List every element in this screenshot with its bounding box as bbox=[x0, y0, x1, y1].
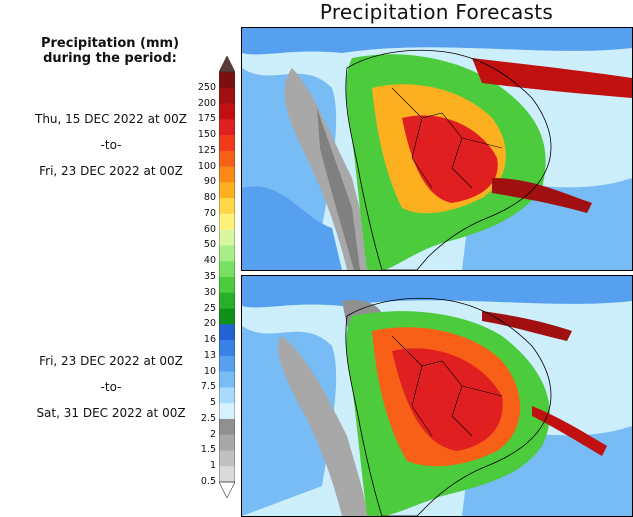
colorbar-tick-label: 13 bbox=[203, 349, 216, 361]
period-2-start: Fri, 23 DEC 2022 at 00Z bbox=[39, 354, 183, 368]
colorbar-tick-label: 1 bbox=[209, 460, 216, 472]
colorbar-tick-label: 16 bbox=[203, 334, 216, 346]
north-rain-band bbox=[242, 276, 632, 308]
country-borders bbox=[391, 87, 503, 189]
colorbar-swatch bbox=[219, 229, 235, 246]
colorbar-tick-label: 250 bbox=[197, 81, 216, 93]
colorbar-tick-label: 1.5 bbox=[200, 444, 216, 456]
continent-outline bbox=[345, 49, 552, 270]
colorbar-swatch bbox=[219, 371, 235, 388]
colorbar-tick-label: 90 bbox=[203, 176, 216, 188]
colorbar-tick-label: 2.5 bbox=[200, 412, 216, 424]
legend-heading: Precipitation (mm) during the period: bbox=[20, 36, 200, 66]
period-1-end: Fri, 23 DEC 2022 at 00Z bbox=[39, 164, 183, 178]
colorbar-swatch bbox=[219, 277, 235, 294]
period-2-end: Sat, 31 DEC 2022 at 00Z bbox=[36, 406, 186, 420]
colorbar-tick-label: 125 bbox=[197, 144, 216, 156]
continent-outline bbox=[345, 297, 552, 516]
period-1-start: Thu, 15 DEC 2022 at 00Z bbox=[35, 112, 187, 126]
colorbar-swatch bbox=[219, 403, 235, 420]
forecast-map-period-2 bbox=[241, 275, 633, 517]
colorbar-swatch bbox=[219, 324, 235, 341]
colorbar-swatch bbox=[219, 450, 235, 467]
colorbar-tick-label: 35 bbox=[203, 271, 216, 282]
colorbar-swatch bbox=[219, 135, 235, 152]
period-1-separator: -to- bbox=[100, 138, 122, 152]
colorbar-tick-label: 40 bbox=[203, 255, 216, 267]
colorbar-tick-label: 100 bbox=[197, 160, 216, 172]
colorbar-swatch bbox=[219, 213, 235, 230]
colorbar-tick-label: 50 bbox=[203, 239, 216, 251]
colorbar-swatch bbox=[219, 198, 235, 215]
colorbar-tick-label: 20 bbox=[203, 318, 216, 330]
precipitation-colorbar bbox=[219, 56, 235, 498]
sacz-heavy-rain bbox=[532, 406, 607, 456]
colorbar-tick-label: 80 bbox=[203, 192, 216, 204]
colorbar-swatch bbox=[219, 418, 235, 435]
colorbar-swatch bbox=[219, 87, 235, 104]
colorbar-swatch bbox=[219, 150, 235, 167]
colorbar-swatch bbox=[219, 245, 235, 262]
colorbar-tick-label: 25 bbox=[203, 302, 216, 314]
period-2-label: Fri, 23 DEC 2022 at 00Z -to- Sat, 31 DEC… bbox=[0, 354, 222, 432]
colorbar-tick-label: 2 bbox=[209, 428, 216, 440]
pacific-rain-south bbox=[242, 186, 342, 270]
colorbar-swatch bbox=[219, 466, 235, 483]
north-rain-band bbox=[242, 28, 632, 55]
colorbar-tick-label: 150 bbox=[197, 129, 216, 141]
colorbar-tick-label: 5 bbox=[209, 397, 216, 409]
northeast-heavy-rain bbox=[482, 311, 572, 341]
colorbar-swatch bbox=[219, 72, 235, 89]
colorbar-swatch bbox=[219, 119, 235, 136]
colorbar-swatch bbox=[219, 182, 235, 199]
colorbar-swatch bbox=[219, 292, 235, 309]
legend-heading-line2: during the period: bbox=[43, 51, 177, 66]
colorbar-swatch bbox=[219, 355, 235, 372]
sacz-heavy-rain bbox=[492, 178, 592, 213]
colorbar-swatch bbox=[219, 103, 235, 120]
colorbar-tick-label: 0.5 bbox=[200, 476, 216, 487]
colorbar-tick-label: 30 bbox=[203, 286, 216, 298]
colorbar-tick-label: 7.5 bbox=[200, 381, 216, 393]
colorbar-tick-label: 10 bbox=[203, 365, 216, 377]
legend-heading-line1: Precipitation (mm) bbox=[40, 36, 180, 51]
colorbar-swatch bbox=[219, 387, 235, 404]
dry-coastal-core bbox=[317, 108, 360, 270]
colorbar-swatch bbox=[219, 261, 235, 278]
dry-west-coast bbox=[277, 336, 367, 516]
colorbar-swatch bbox=[219, 340, 235, 357]
colorbar-swatch bbox=[219, 166, 235, 183]
colorbar-tick-label: 200 bbox=[197, 97, 216, 109]
forecast-map-period-1 bbox=[241, 27, 633, 271]
period-2-separator: -to- bbox=[100, 380, 122, 394]
colorbar-swatch bbox=[219, 434, 235, 451]
period-1-label: Thu, 15 DEC 2022 at 00Z -to- Fri, 23 DEC… bbox=[0, 112, 222, 190]
colorbar-swatch bbox=[219, 308, 235, 325]
colorbar-tick-label: 175 bbox=[197, 113, 216, 125]
colorbar-bottom-arrow bbox=[219, 481, 235, 498]
continent-rain-red bbox=[402, 115, 498, 203]
colorbar-tick-label: 70 bbox=[203, 207, 216, 219]
country-borders bbox=[391, 335, 503, 437]
page-title: Precipitation Forecasts bbox=[319, 0, 554, 24]
colorbar-top-arrow bbox=[219, 56, 235, 73]
colorbar-tick-label: 60 bbox=[203, 223, 216, 235]
northeast-heavy-rain bbox=[472, 58, 632, 98]
